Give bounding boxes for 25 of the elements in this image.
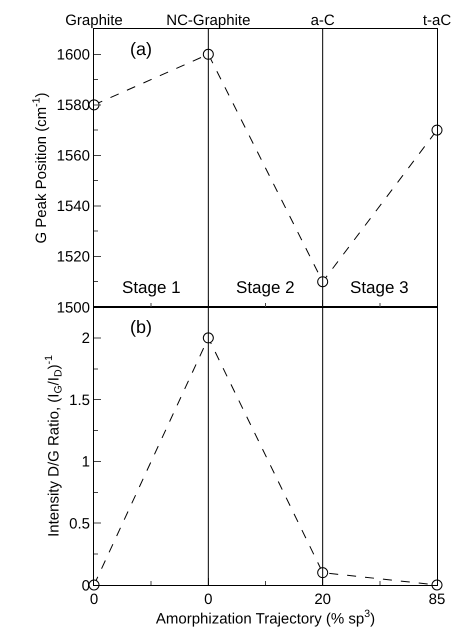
annotation: Stage 3 bbox=[350, 278, 409, 297]
x-tick-label: 0 bbox=[204, 591, 212, 608]
x-tick-label: 85 bbox=[428, 591, 446, 608]
y-tick-label: 1580 bbox=[56, 97, 90, 114]
y-tick-label: 0 bbox=[82, 577, 90, 594]
y-tick-label: 2 bbox=[82, 330, 90, 348]
y-tick-label: 1560 bbox=[56, 148, 90, 165]
x-tick-label: a-C bbox=[310, 12, 335, 29]
y-tick-label: 0.5 bbox=[69, 515, 90, 532]
y-tick-label: 1.5 bbox=[69, 392, 90, 409]
x-tick-label: 20 bbox=[314, 591, 332, 608]
y-tick-label: 1500 bbox=[56, 299, 90, 316]
x-tick-label: NC-Graphite bbox=[166, 12, 250, 29]
y-tick-label: 1520 bbox=[56, 248, 90, 266]
x-tick-label: Graphite bbox=[65, 12, 123, 29]
x-tick-label: t-aC bbox=[422, 12, 452, 29]
y-tick-label: 1600 bbox=[56, 46, 90, 64]
point bbox=[432, 124, 442, 136]
annotation: (b) bbox=[130, 317, 152, 337]
y-tick-label: 1 bbox=[82, 454, 90, 471]
annotation: Stage 1 bbox=[122, 278, 181, 297]
x-axis-title: Amorphization Trajectory (% sp$^{3}$) bbox=[156, 608, 376, 628]
y-tick-label: 1540 bbox=[56, 198, 90, 216]
annotation: Stage 2 bbox=[236, 278, 295, 297]
annotation: (a) bbox=[130, 39, 152, 59]
